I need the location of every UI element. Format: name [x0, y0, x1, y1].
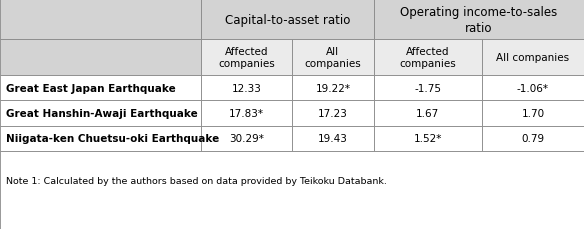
Text: 1.52*: 1.52*	[413, 134, 442, 144]
Text: Great East Japan Earthquake: Great East Japan Earthquake	[6, 83, 176, 93]
Text: Note 1: Calculated by the authors based on data provided by Teikoku Databank.: Note 1: Calculated by the authors based …	[6, 176, 387, 185]
Text: Great Hanshin-Awaji Earthquake: Great Hanshin-Awaji Earthquake	[6, 108, 197, 118]
Text: All
companies: All companies	[304, 47, 361, 69]
Bar	[374, 101, 482, 126]
Text: Affected
companies: Affected companies	[218, 47, 275, 69]
Text: 1.67: 1.67	[416, 108, 439, 118]
Text: Niigata-ken Chuetsu-oki Earthquake: Niigata-ken Chuetsu-oki Earthquake	[6, 134, 219, 144]
Bar	[0, 0, 201, 40]
Bar	[374, 40, 482, 76]
Bar	[482, 76, 584, 101]
Text: 1.70: 1.70	[522, 108, 544, 118]
Bar	[0, 151, 584, 229]
Text: 19.43: 19.43	[318, 134, 348, 144]
Text: -1.75: -1.75	[414, 83, 442, 93]
Text: 12.33: 12.33	[232, 83, 262, 93]
Bar	[292, 126, 374, 151]
Bar	[0, 40, 201, 76]
Text: 19.22*: 19.22*	[315, 83, 350, 93]
Text: 0.79: 0.79	[522, 134, 544, 144]
Bar	[482, 40, 584, 76]
Text: Capital-to-asset ratio: Capital-to-asset ratio	[225, 14, 350, 27]
Bar	[292, 101, 374, 126]
Text: Operating income-to-sales
ratio: Operating income-to-sales ratio	[400, 5, 558, 35]
Text: Affected
companies: Affected companies	[399, 47, 456, 69]
Text: 17.23: 17.23	[318, 108, 348, 118]
Bar	[482, 126, 584, 151]
Bar	[292, 40, 374, 76]
Bar	[201, 40, 292, 76]
Bar	[374, 126, 482, 151]
Bar	[374, 76, 482, 101]
Bar	[201, 76, 292, 101]
Text: All companies: All companies	[496, 53, 569, 63]
Bar	[482, 101, 584, 126]
Bar	[0, 76, 201, 101]
Bar	[0, 126, 201, 151]
Bar	[201, 126, 292, 151]
Bar	[201, 101, 292, 126]
Text: -1.06*: -1.06*	[517, 83, 549, 93]
Text: 17.83*: 17.83*	[230, 108, 264, 118]
Bar	[292, 76, 374, 101]
Bar	[0, 101, 201, 126]
Bar	[201, 0, 374, 40]
Bar	[374, 0, 584, 40]
Text: 30.29*: 30.29*	[230, 134, 264, 144]
